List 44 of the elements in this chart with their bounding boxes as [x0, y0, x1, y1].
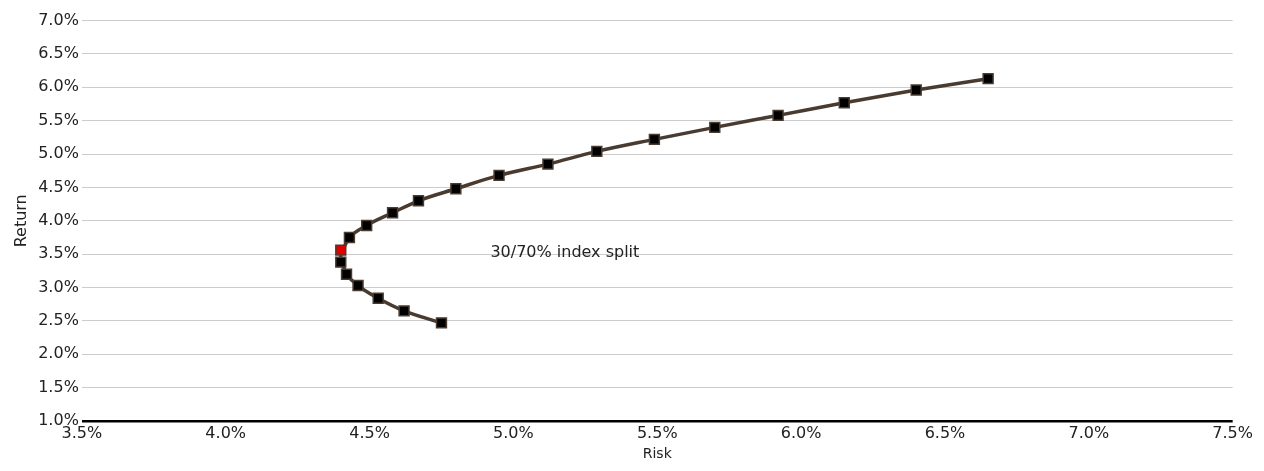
point — [772, 109, 784, 122]
y-tick-label: 3.5% — [38, 243, 79, 263]
y-tick-label: 1.5% — [38, 376, 79, 396]
x-tick-label: 5.5% — [636, 422, 678, 442]
y-tick-label: 2.0% — [38, 343, 79, 363]
point — [493, 169, 505, 182]
point — [435, 317, 448, 329]
point — [335, 256, 347, 268]
y-tick-label: 3.0% — [38, 276, 79, 296]
point — [335, 244, 347, 256]
point — [450, 183, 462, 195]
y-tick-label: 6.5% — [38, 43, 79, 63]
annotation: 30/70% index split — [490, 241, 640, 261]
x-tick-label: 7.0% — [1068, 422, 1110, 442]
y-tick-label: 2.5% — [38, 310, 79, 330]
x-axis-title: Risk — [642, 445, 673, 462]
point — [386, 207, 399, 219]
point — [398, 305, 410, 317]
point — [542, 158, 554, 170]
x-tick-label: 6.5% — [924, 422, 966, 442]
point — [910, 84, 922, 96]
x-tick-label: 4.5% — [349, 422, 390, 442]
y-tick-label: 5.5% — [38, 109, 79, 129]
point — [360, 219, 373, 232]
x-tick-label: 6.0% — [780, 422, 822, 442]
point — [343, 231, 356, 244]
y-tick-label: 6.0% — [38, 76, 79, 96]
y-tick-label: 5.0% — [38, 143, 79, 163]
y-tick-label: 7.0% — [38, 9, 79, 29]
point — [412, 195, 425, 207]
x-tick-label: 4.0% — [205, 422, 247, 442]
point — [838, 96, 850, 109]
x-tick-label: 5.0% — [493, 422, 534, 442]
point — [352, 279, 364, 292]
y-tick-label: 4.0% — [38, 209, 79, 229]
point — [591, 145, 603, 158]
point — [982, 72, 994, 85]
y-axis-title: Return — [10, 194, 30, 248]
point — [340, 268, 353, 280]
point — [709, 121, 721, 134]
point — [372, 292, 384, 304]
y-tick-label: 4.5% — [38, 176, 79, 196]
point — [648, 133, 661, 146]
x-tick-label: 7.5% — [1212, 422, 1253, 442]
